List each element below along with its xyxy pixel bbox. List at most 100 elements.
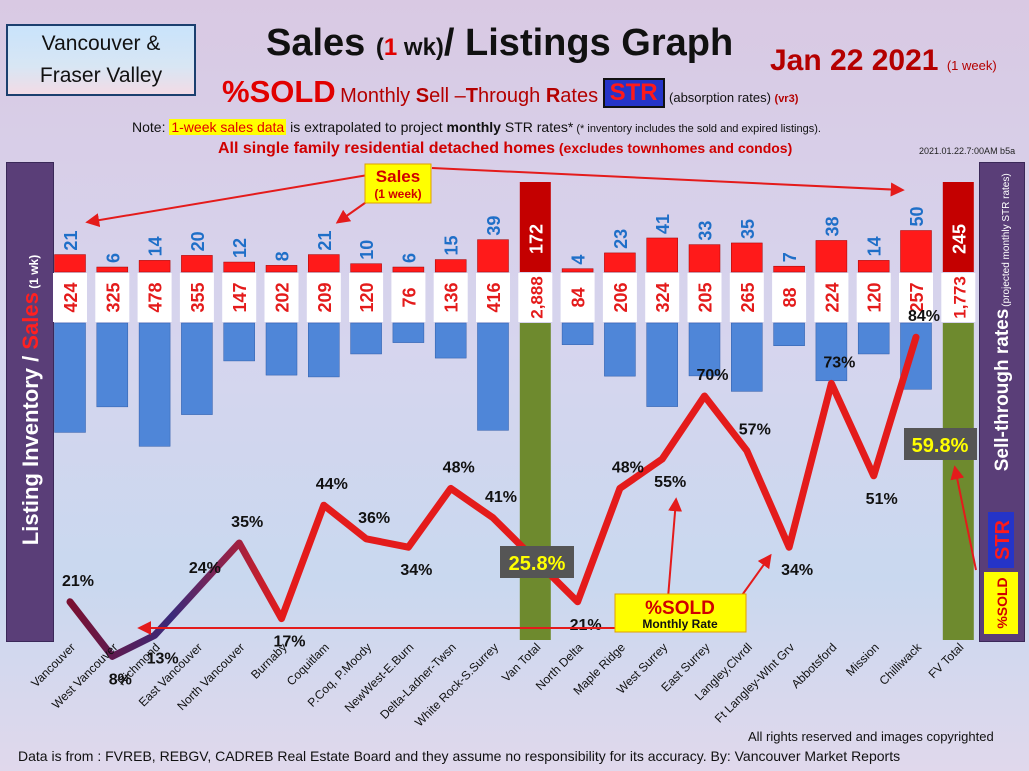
listing-label: 88 xyxy=(780,287,800,307)
region-line-2: Fraser Valley xyxy=(39,64,163,87)
sales-bar xyxy=(54,254,86,273)
str-badge: STR xyxy=(602,78,665,108)
listings-bar xyxy=(815,322,848,382)
pct-label: 41% xyxy=(485,489,517,506)
listing-label: 206 xyxy=(611,282,631,312)
version-text: (vr3) xyxy=(774,93,799,105)
pct-label: 55% xyxy=(654,474,686,491)
left-axis-label-b: Sales xyxy=(18,292,43,350)
category-label: Ft Langley-Wlnt Grv xyxy=(712,640,797,725)
listing-label: 224 xyxy=(822,282,842,312)
listing-label-box xyxy=(264,273,299,322)
listing-label-box xyxy=(772,273,807,322)
listings-bar xyxy=(731,322,763,392)
sales-bar xyxy=(815,240,848,273)
rates-part: Monthly xyxy=(340,85,416,107)
right-axis-sub: (projected monthly STR rates) xyxy=(1001,173,1012,306)
title-part-wk: wk) xyxy=(397,34,444,61)
pct-label: 34% xyxy=(400,562,432,579)
listing-label-box xyxy=(518,273,553,322)
sales-label: 15 xyxy=(442,236,462,256)
listing-label: 2,888 xyxy=(527,276,546,319)
listing-label: 136 xyxy=(442,282,462,312)
sold-arrow-up xyxy=(667,497,683,599)
note-bold: monthly xyxy=(446,119,501,135)
sales-callout-title: Sales xyxy=(376,167,420,186)
detached-subtitle: All single family residential detached h… xyxy=(218,140,792,158)
pct-label: 48% xyxy=(443,459,475,476)
pct-label: 73% xyxy=(823,354,855,371)
str-line-layer xyxy=(66,333,920,660)
listing-label: 478 xyxy=(146,282,166,312)
pct-label: 44% xyxy=(316,476,348,493)
listing-label: 205 xyxy=(696,282,716,312)
rates-part: hrough xyxy=(478,85,546,107)
listing-label: 120 xyxy=(865,282,885,312)
listing-label: 1,773 xyxy=(950,276,969,319)
pct-label: 13% xyxy=(147,650,179,667)
listings-bar xyxy=(561,322,594,345)
sales-bar xyxy=(308,254,340,273)
detached-sub: (excludes townhomes and condos) xyxy=(555,140,793,156)
left-axis-label-c: (1 wk) xyxy=(27,255,41,292)
footer-source: Data is from : FVREB, REBGV, CADREB Real… xyxy=(18,748,901,764)
sales-label: 21 xyxy=(315,231,335,251)
sales-label: 21 xyxy=(61,231,81,251)
absorption-text: (absorption rates) xyxy=(669,90,771,105)
right-str-badge xyxy=(988,512,1014,568)
sales-label: 4 xyxy=(569,255,589,265)
sales-bar xyxy=(688,244,721,273)
listing-label: 355 xyxy=(188,282,208,312)
sold-callout-box xyxy=(614,593,747,633)
pct-label: 35% xyxy=(231,514,263,531)
sales-bar xyxy=(138,260,171,273)
note-line: Note: 1-week sales data is extrapolated … xyxy=(132,119,821,135)
listings-bar xyxy=(181,322,213,415)
fv-total-arrow xyxy=(950,465,977,571)
category-label: Chilliwack xyxy=(877,640,925,688)
str-line xyxy=(66,333,920,660)
listing-label: 209 xyxy=(315,282,335,312)
listing-label-box xyxy=(349,273,384,322)
sales-label: 20 xyxy=(188,231,208,251)
category-label: Abbotsford xyxy=(789,640,840,691)
sales-label: 7 xyxy=(780,252,800,262)
listing-label: 325 xyxy=(103,282,123,312)
footer-rights: All rights reserved and images copyright… xyxy=(748,729,994,744)
listing-label: 76 xyxy=(399,287,419,307)
sales-arrow-right xyxy=(431,167,905,197)
note-highlight: 1-week sales data xyxy=(169,119,287,135)
fv-total-pct-box xyxy=(904,428,977,460)
sales-bar xyxy=(561,268,594,273)
sales-bar xyxy=(350,263,382,273)
sales-label: 39 xyxy=(484,216,504,236)
right-sold-badge xyxy=(984,572,1018,634)
listing-label: 424 xyxy=(61,282,81,312)
listing-label: 324 xyxy=(653,282,673,312)
rates-s: S xyxy=(415,85,430,107)
sales-bar xyxy=(96,266,129,273)
listings-bar xyxy=(308,322,340,378)
sales-arrow-left xyxy=(85,174,369,228)
pct-label: 21% xyxy=(62,573,94,590)
region-box: Vancouver & Fraser Valley xyxy=(6,24,196,96)
right-axis-label: Sell-through rates xyxy=(992,309,1013,472)
listing-label-box xyxy=(476,273,510,322)
subtitle: %SOLD Monthly Sell –Through Rates STR (a… xyxy=(222,74,798,110)
sales-label: 6 xyxy=(399,253,419,263)
listing-label-box xyxy=(306,273,341,322)
report-date: Jan 22 2021 (1 week) xyxy=(770,44,997,78)
listing-label-box xyxy=(137,273,172,322)
listings-bar xyxy=(477,322,509,431)
date-text: Jan 22 2021 xyxy=(770,44,939,77)
category-label: Delta-Ladner-Twsn xyxy=(377,640,459,722)
listings-bar xyxy=(857,322,890,355)
pct-label: 21% xyxy=(570,617,602,634)
category-label: White Rock-S.Surrey xyxy=(412,640,501,729)
label-layer: 4242132564781435520147122028209211201076… xyxy=(61,206,969,688)
listing-label-box xyxy=(433,273,468,322)
sold-callout-title: %SOLD xyxy=(645,598,715,619)
listing-label-box xyxy=(687,273,722,322)
pct-label: 84% xyxy=(908,308,940,325)
